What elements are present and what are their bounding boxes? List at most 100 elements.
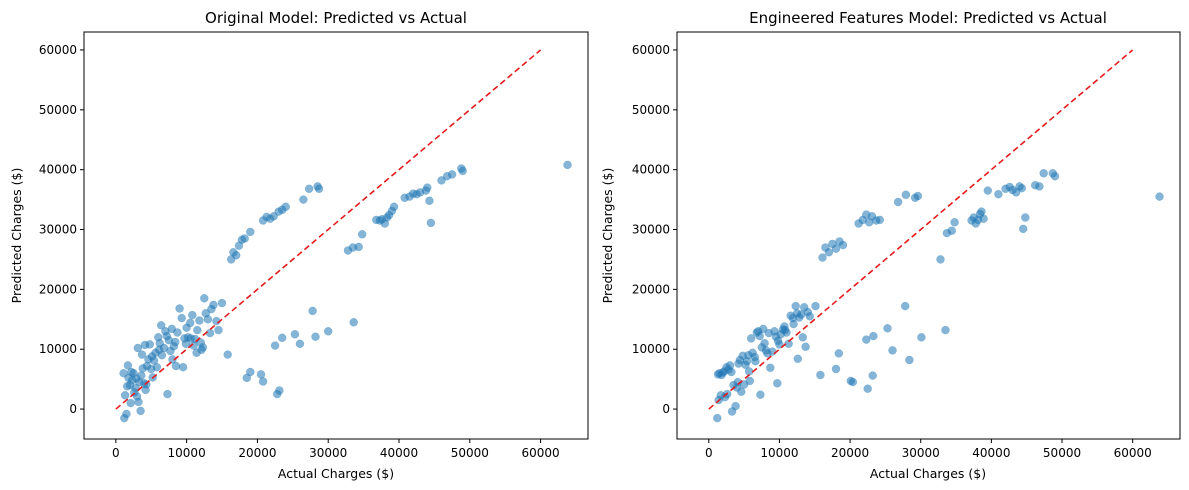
x-tick-label: 0 <box>112 446 120 460</box>
data-point <box>122 409 131 419</box>
data-point <box>186 334 196 343</box>
x-tick-label: 30000 <box>309 446 347 460</box>
data-point <box>134 397 143 407</box>
plot-frame <box>676 31 1181 440</box>
data-point <box>1155 192 1164 201</box>
plot-area: 0 10000 20000 30000 40000 50000 60000 0 10000 200… <box>39 43 572 460</box>
data-point <box>205 328 215 338</box>
data-point <box>936 255 945 264</box>
data-point <box>147 352 157 361</box>
data-point <box>1018 224 1028 234</box>
data-point <box>323 327 333 336</box>
x-tick-label: 30000 <box>902 446 940 460</box>
y-tick-label: 0 <box>662 402 670 416</box>
data-point <box>214 325 223 335</box>
x-tick-label: 10000 <box>760 446 798 460</box>
y-tick-label: 30000 <box>632 223 670 237</box>
data-point <box>900 301 910 311</box>
data-point <box>805 312 815 321</box>
data-point <box>193 325 202 335</box>
data-point <box>173 328 182 337</box>
data-point <box>1050 171 1060 181</box>
data-point <box>281 202 290 212</box>
data-point <box>563 160 572 170</box>
data-point <box>357 230 367 239</box>
data-point <box>766 363 775 373</box>
plot-frame <box>83 31 589 440</box>
x-tick-label: 10000 <box>168 446 206 460</box>
y-tick-label: 10000 <box>39 342 77 356</box>
data-point <box>722 362 731 372</box>
data-point <box>994 189 1003 199</box>
data-point <box>983 186 993 195</box>
data-point <box>137 350 147 359</box>
y-axis-label: Predicted Charges ($) <box>9 168 24 304</box>
data-point <box>178 362 188 372</box>
x-tick-label: 50000 <box>1043 446 1081 460</box>
data-point <box>816 370 825 380</box>
data-point <box>731 401 740 411</box>
data-point <box>831 364 841 374</box>
data-point <box>755 331 764 341</box>
data-point <box>132 374 141 383</box>
x-axis-label: Actual Charges ($) <box>870 466 986 481</box>
data-point <box>913 191 923 201</box>
data-point <box>426 218 436 228</box>
reference-line <box>708 49 1134 410</box>
data-point <box>308 306 317 316</box>
data-point <box>195 316 204 325</box>
data-point <box>126 398 135 408</box>
y-tick-label: 20000 <box>632 282 670 296</box>
data-point <box>838 240 848 250</box>
data-point <box>354 242 363 252</box>
data-point <box>1039 169 1048 178</box>
data-point <box>270 341 280 350</box>
data-point <box>168 355 177 364</box>
chart-title: Original Model: Predicted vs Actual <box>205 9 467 27</box>
reference-line <box>115 49 542 410</box>
data-point <box>290 330 300 339</box>
x-tick-label: 60000 <box>521 446 559 460</box>
x-axis-label: Actual Charges ($) <box>278 466 394 481</box>
data-point <box>791 301 800 311</box>
data-point <box>133 343 143 353</box>
y-tick-label: 60000 <box>39 43 77 57</box>
data-point <box>177 313 186 323</box>
data-point <box>950 218 959 227</box>
data-point <box>727 367 736 377</box>
data-point <box>1035 182 1044 191</box>
data-point <box>188 310 197 320</box>
data-point <box>275 386 284 395</box>
data-point <box>119 368 128 378</box>
y-tick-label: 10000 <box>632 342 670 356</box>
data-point <box>793 354 803 364</box>
data-point <box>349 318 358 327</box>
data-point <box>246 367 255 377</box>
data-point <box>1021 213 1030 222</box>
data-point <box>197 345 206 355</box>
data-point <box>299 195 308 204</box>
data-point <box>868 371 877 380</box>
data-point <box>713 413 722 423</box>
data-point <box>1017 183 1027 193</box>
data-point <box>875 215 885 225</box>
data-point <box>947 226 957 235</box>
y-tick-label: 0 <box>69 402 77 416</box>
data-point <box>231 251 241 260</box>
data-point <box>788 313 798 323</box>
data-point <box>181 339 191 349</box>
data-point <box>737 387 746 396</box>
x-tick-label: 40000 <box>380 446 418 460</box>
data-point <box>314 184 324 194</box>
data-point <box>780 322 789 331</box>
data-point <box>136 406 145 416</box>
data-point <box>171 361 181 371</box>
data-point <box>746 334 756 343</box>
data-point <box>185 318 195 328</box>
subplot-original: Original Model: Predicted vs Actual 0 100… <box>9 9 589 481</box>
data-point <box>848 377 858 387</box>
data-point <box>760 338 769 348</box>
data-point <box>269 212 278 221</box>
data-point <box>893 197 903 207</box>
